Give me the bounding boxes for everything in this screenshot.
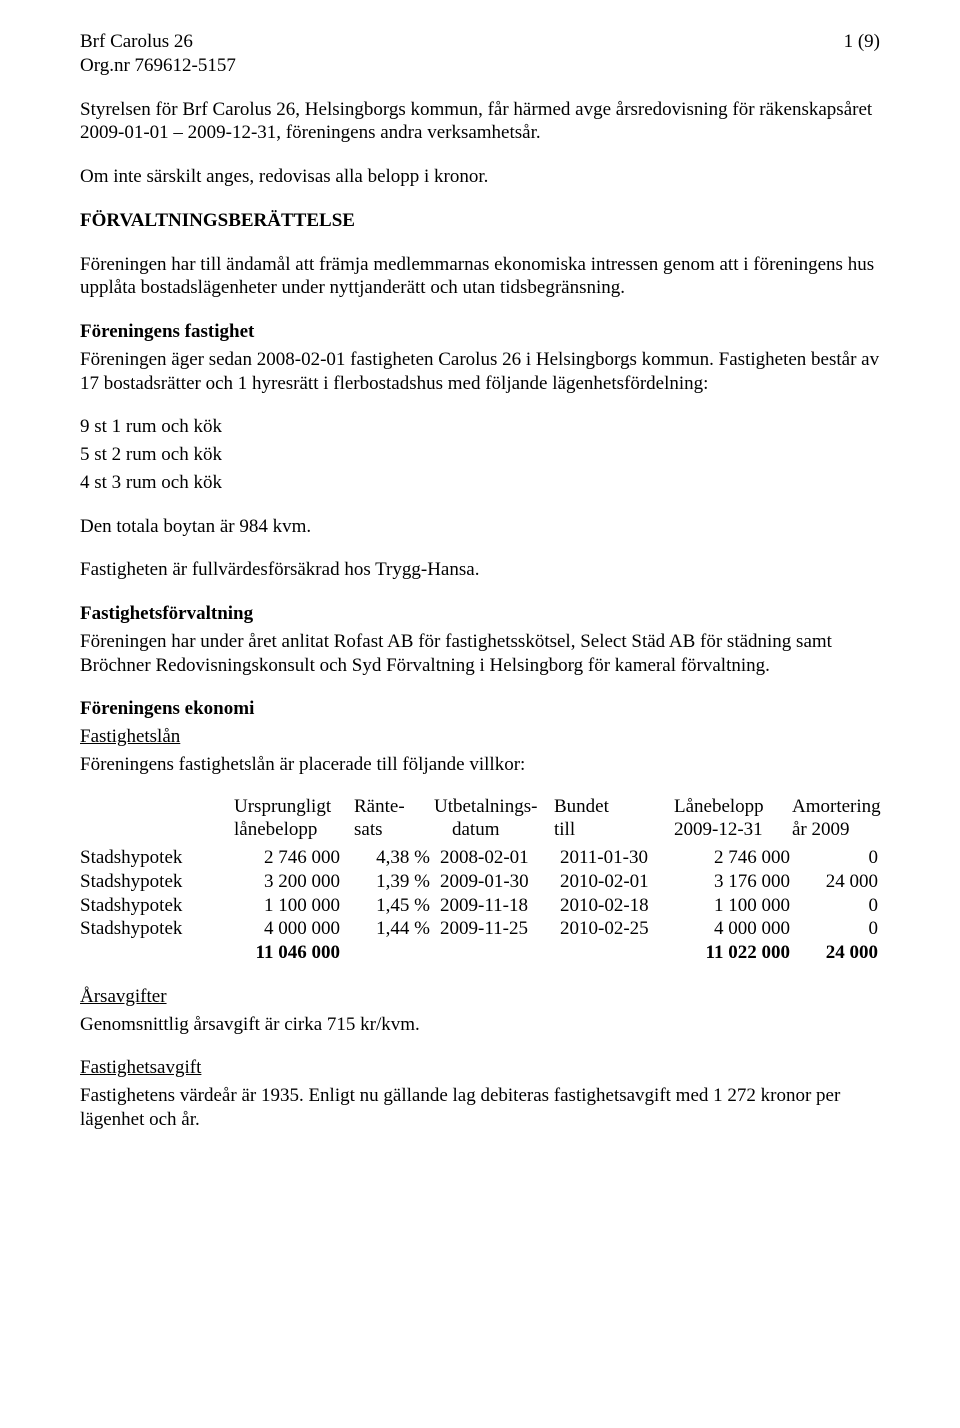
- arsavg-section: Årsavgifter Genomsnittlig årsavgift är c…: [80, 985, 880, 1037]
- total-amort: 24 000: [798, 941, 878, 965]
- total-orig: 11 046 000: [220, 941, 350, 965]
- amort-h2: år 2009: [792, 818, 872, 842]
- ekonomi-section: Föreningens ekonomi Fastighetslån Föreni…: [80, 697, 880, 776]
- insurance-text: Fastigheten är fullvärdesförsäkrad hos T…: [80, 558, 880, 582]
- arsavg-title: Årsavgifter: [80, 985, 880, 1009]
- loan-date: 2009-01-30: [440, 870, 560, 894]
- loan-rows-container: Stadshypotek2 746 0004,38 %2008-02-01201…: [80, 846, 880, 941]
- loan-orig: 2 746 000: [220, 846, 350, 870]
- loan-rate: 4,38 %: [350, 846, 440, 870]
- page-header: Brf Carolus 26 Org.nr 769612-5157 1 (9): [80, 30, 880, 78]
- org-number: Org.nr 769612-5157: [80, 54, 236, 78]
- col-date-header: Utbetalnings- datum: [434, 795, 554, 843]
- loan-bound: 2010-02-01: [560, 870, 680, 894]
- area-block: Den totala boytan är 984 kvm.: [80, 515, 880, 539]
- col-bal-header: Lånebelopp 2009-12-31: [674, 795, 792, 843]
- total-bal: 11 022 000: [680, 941, 798, 965]
- ekonomi-sub-loans: Fastighetslån: [80, 725, 880, 749]
- insurance-block: Fastigheten är fullvärdesförsäkrad hos T…: [80, 558, 880, 582]
- rooms-2: 5 st 2 rum och kök: [80, 443, 880, 467]
- col-amort-header: Amortering år 2009: [792, 795, 872, 843]
- page-number: 1 (9): [844, 30, 880, 54]
- forvaltning-title: FÖRVALTNINGSBERÄTTELSE: [80, 209, 880, 233]
- loan-bal: 1 100 000: [680, 894, 798, 918]
- forvaltning2-p1: Föreningen har under året anlitat Rofast…: [80, 630, 880, 678]
- loan-row: Stadshypotek2 746 0004,38 %2008-02-01201…: [80, 846, 880, 870]
- ekonomi-title: Föreningens ekonomi: [80, 697, 880, 721]
- forvaltning-p1: Föreningen har till ändamål att främja m…: [80, 253, 880, 301]
- loan-date: 2009-11-25: [440, 917, 560, 941]
- rooms-3: 4 st 3 rum och kök: [80, 471, 880, 495]
- loan-bal: 4 000 000: [680, 917, 798, 941]
- loan-date: 2009-11-18: [440, 894, 560, 918]
- loan-bound: 2010-02-18: [560, 894, 680, 918]
- bound-h1: Bundet: [554, 795, 674, 819]
- loan-bal: 2 746 000: [680, 846, 798, 870]
- loan-orig: 3 200 000: [220, 870, 350, 894]
- loan-row: Stadshypotek4 000 0001,44 %2009-11-25201…: [80, 917, 880, 941]
- ekonomi-loans-intro: Föreningens fastighetslån är placerade t…: [80, 753, 880, 777]
- rate-h2: sats: [354, 818, 434, 842]
- loan-row: Stadshypotek1 100 0001,45 %2009-11-18201…: [80, 894, 880, 918]
- loan-orig: 4 000 000: [220, 917, 350, 941]
- bal-h2: 2009-12-31: [674, 818, 784, 842]
- loan-rate: 1,45 %: [350, 894, 440, 918]
- loan-bound: 2010-02-25: [560, 917, 680, 941]
- date-h1: Utbetalnings-: [434, 795, 554, 819]
- bound-h2: till: [554, 818, 674, 842]
- loan-table: Ursprungligt lånebelopp Ränte- sats Utbe…: [80, 795, 880, 965]
- fastavg-title: Fastighetsavgift: [80, 1056, 880, 1080]
- loan-bound: 2011-01-30: [560, 846, 680, 870]
- fastavg-p1: Fastighetens värdeår är 1935. Enligt nu …: [80, 1084, 880, 1132]
- date-h2: datum: [434, 818, 554, 842]
- col-orig-header: Ursprungligt lånebelopp: [220, 795, 354, 843]
- orig-h2: lånebelopp: [234, 818, 354, 842]
- loan-rate: 1,44 %: [350, 917, 440, 941]
- loan-rate: 1,39 %: [350, 870, 440, 894]
- loan-row: Stadshypotek3 200 0001,39 %2009-01-30201…: [80, 870, 880, 894]
- org-name: Brf Carolus 26: [80, 30, 236, 54]
- area-text: Den totala boytan är 984 kvm.: [80, 515, 880, 539]
- col-bound-header: Bundet till: [554, 795, 674, 843]
- intro-p2: Om inte särskilt anges, redovisas alla b…: [80, 165, 880, 189]
- forvaltning2-title: Fastighetsförvaltning: [80, 602, 880, 626]
- loan-table-header: Ursprungligt lånebelopp Ränte- sats Utbe…: [80, 795, 880, 843]
- loan-lender: Stadshypotek: [80, 846, 220, 870]
- intro-block-2: Om inte särskilt anges, redovisas alla b…: [80, 165, 880, 189]
- bal-h1: Lånebelopp: [674, 795, 784, 819]
- forvaltning2-section: Fastighetsförvaltning Föreningen har und…: [80, 602, 880, 677]
- loan-lender: Stadshypotek: [80, 917, 220, 941]
- intro-p1: Styrelsen för Brf Carolus 26, Helsingbor…: [80, 98, 880, 146]
- loan-amort: 24 000: [798, 870, 878, 894]
- fastavg-section: Fastighetsavgift Fastighetens värdeår är…: [80, 1056, 880, 1131]
- rate-h1: Ränte-: [354, 795, 434, 819]
- loan-date: 2008-02-01: [440, 846, 560, 870]
- rooms-1: 9 st 1 rum och kök: [80, 415, 880, 439]
- fastighet-section: Föreningens fastighet Föreningen äger se…: [80, 320, 880, 395]
- amort-h1: Amortering: [792, 795, 872, 819]
- col-lender-header: [80, 795, 220, 843]
- col-rate-header: Ränte- sats: [354, 795, 434, 843]
- forvaltning-body: Föreningen har till ändamål att främja m…: [80, 253, 880, 301]
- loan-totals: 11 046 000 11 022 000 24 000: [80, 941, 880, 965]
- document-page: Brf Carolus 26 Org.nr 769612-5157 1 (9) …: [0, 0, 960, 1166]
- loan-amort: 0: [798, 846, 878, 870]
- arsavg-p1: Genomsnittlig årsavgift är cirka 715 kr/…: [80, 1013, 880, 1037]
- orig-h1: Ursprungligt: [234, 795, 354, 819]
- fastighet-p1: Föreningen äger sedan 2008-02-01 fastigh…: [80, 348, 880, 396]
- loan-amort: 0: [798, 917, 878, 941]
- loan-lender: Stadshypotek: [80, 894, 220, 918]
- forvaltning-section: FÖRVALTNINGSBERÄTTELSE: [80, 209, 880, 233]
- fastighet-title: Föreningens fastighet: [80, 320, 880, 344]
- loan-amort: 0: [798, 894, 878, 918]
- loan-lender: Stadshypotek: [80, 870, 220, 894]
- intro-block: Styrelsen för Brf Carolus 26, Helsingbor…: [80, 98, 880, 146]
- loan-bal: 3 176 000: [680, 870, 798, 894]
- rooms-list: 9 st 1 rum och kök 5 st 2 rum och kök 4 …: [80, 415, 880, 494]
- loan-orig: 1 100 000: [220, 894, 350, 918]
- header-left: Brf Carolus 26 Org.nr 769612-5157: [80, 30, 236, 78]
